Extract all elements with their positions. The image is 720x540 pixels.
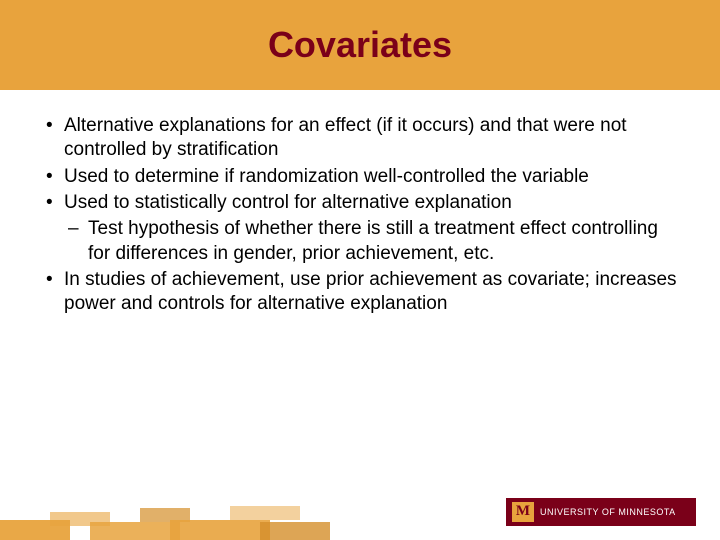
university-logo: UNIVERSITY OF MINNESOTA xyxy=(506,498,696,526)
sub-bullet-item: Test hypothesis of whether there is stil… xyxy=(64,217,680,266)
bullet-item: In studies of achievement, use prior ach… xyxy=(40,268,680,317)
bullet-item: Alternative explanations for an effect (… xyxy=(40,114,680,163)
content-area: Alternative explanations for an effect (… xyxy=(0,90,720,317)
bullet-text: Used to statistically control for altern… xyxy=(64,192,512,213)
bullet-item: Used to statistically control for altern… xyxy=(40,191,680,266)
logo-m-icon xyxy=(512,502,534,522)
bullet-text: Alternative explanations for an effect (… xyxy=(64,115,627,160)
bullet-text: Used to determine if randomization well-… xyxy=(64,166,589,187)
bullet-item: Used to determine if randomization well-… xyxy=(40,165,680,189)
bullet-list: Alternative explanations for an effect (… xyxy=(40,114,680,317)
page-title: Covariates xyxy=(268,24,452,66)
footer: UNIVERSITY OF MINNESOTA xyxy=(0,480,720,540)
header-band: Covariates xyxy=(0,0,720,90)
footer-decoration xyxy=(0,492,340,540)
logo-text: UNIVERSITY OF MINNESOTA xyxy=(540,507,676,517)
bullet-text: In studies of achievement, use prior ach… xyxy=(64,269,677,314)
sub-bullet-text: Test hypothesis of whether there is stil… xyxy=(88,218,658,263)
sub-list: Test hypothesis of whether there is stil… xyxy=(64,217,680,266)
